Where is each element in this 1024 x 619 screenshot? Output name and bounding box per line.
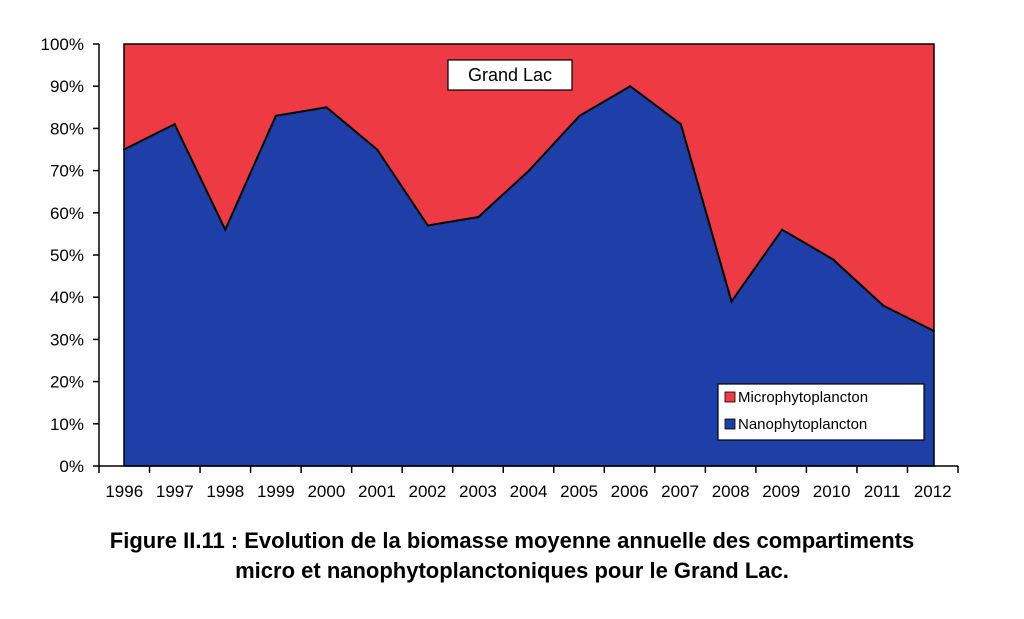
x-tick-label: 2007: [661, 482, 699, 501]
legend-swatch: [724, 391, 736, 403]
stacked-area-chart: 0% 10% 20% 30% 40% 50% 60% 70% 80% 90% 100% 1996 199…: [41, 35, 959, 501]
legend-box: [717, 383, 925, 441]
x-tick-label: 2000: [307, 482, 345, 501]
data-point-nanophytoplancton: [831, 258, 834, 261]
figure-caption-line-1: Figure II.11 : Evolution de la biomasse …: [109, 528, 915, 553]
data-point-nanophytoplancton: [781, 228, 784, 231]
data-point-nanophytoplancton: [224, 228, 227, 231]
y-tick-label: 50%: [50, 246, 84, 265]
x-tick-label: 2005: [560, 482, 598, 501]
y-tick-label: 10%: [50, 415, 84, 434]
y-tick-label: 90%: [50, 77, 84, 96]
y-tick-label: 30%: [50, 330, 84, 349]
area-microphytoplancton: [124, 44, 934, 331]
x-tick-label: 2008: [712, 482, 750, 501]
x-tick-label: 2002: [409, 482, 447, 501]
chart-title-box: [447, 59, 573, 91]
x-tick-label: 2010: [813, 482, 851, 501]
x-tick-label: 2003: [459, 482, 497, 501]
data-point-nanophytoplancton: [173, 123, 176, 126]
data-point-nanophytoplancton: [477, 216, 480, 219]
y-tick-label: 60%: [50, 204, 84, 223]
x-tick-label: 2009: [762, 482, 800, 501]
x-tick-label: 1997: [156, 482, 194, 501]
data-point-nanophytoplancton: [325, 106, 328, 109]
x-tick-label: 1999: [257, 482, 295, 501]
y-tick-label: 100%: [41, 35, 84, 54]
data-point-nanophytoplancton: [528, 169, 530, 172]
data-point-nanophytoplancton: [629, 85, 632, 88]
figure-caption-line-2: micro et nanophytoplanctoniques pour le …: [235, 558, 789, 583]
x-tick-label: 2004: [510, 482, 548, 501]
data-point-nanophytoplancton: [274, 114, 277, 117]
legend-label: Microphytoplancton: [738, 389, 868, 406]
data-point-nanophytoplancton: [882, 304, 885, 307]
data-point-nanophytoplancton: [730, 300, 733, 303]
x-tick-label: 1998: [206, 482, 244, 501]
y-tick-label: 70%: [50, 162, 84, 181]
data-point-nanophytoplancton: [578, 114, 581, 117]
x-tick-label: 1996: [105, 482, 143, 501]
data-point-nanophytoplancton: [426, 224, 429, 227]
y-tick-label: 0%: [59, 457, 84, 476]
y-tick-label: 80%: [50, 119, 84, 138]
area-nanophytoplancton: [124, 86, 934, 466]
x-tick-label: 2011: [864, 482, 901, 501]
x-tick-label: 2001: [358, 482, 396, 501]
data-point-nanophytoplancton: [376, 148, 379, 151]
chart-title: Grand Lac: [468, 65, 552, 85]
y-tick-label: 40%: [50, 288, 84, 307]
x-tick-label: 2006: [611, 482, 649, 501]
data-point-nanophytoplancton: [679, 123, 682, 126]
legend-swatch: [724, 418, 736, 430]
legend-label: Nanophytoplancton: [738, 416, 867, 433]
y-tick-label: 20%: [50, 373, 84, 392]
x-tick-label: 2012: [914, 482, 952, 501]
